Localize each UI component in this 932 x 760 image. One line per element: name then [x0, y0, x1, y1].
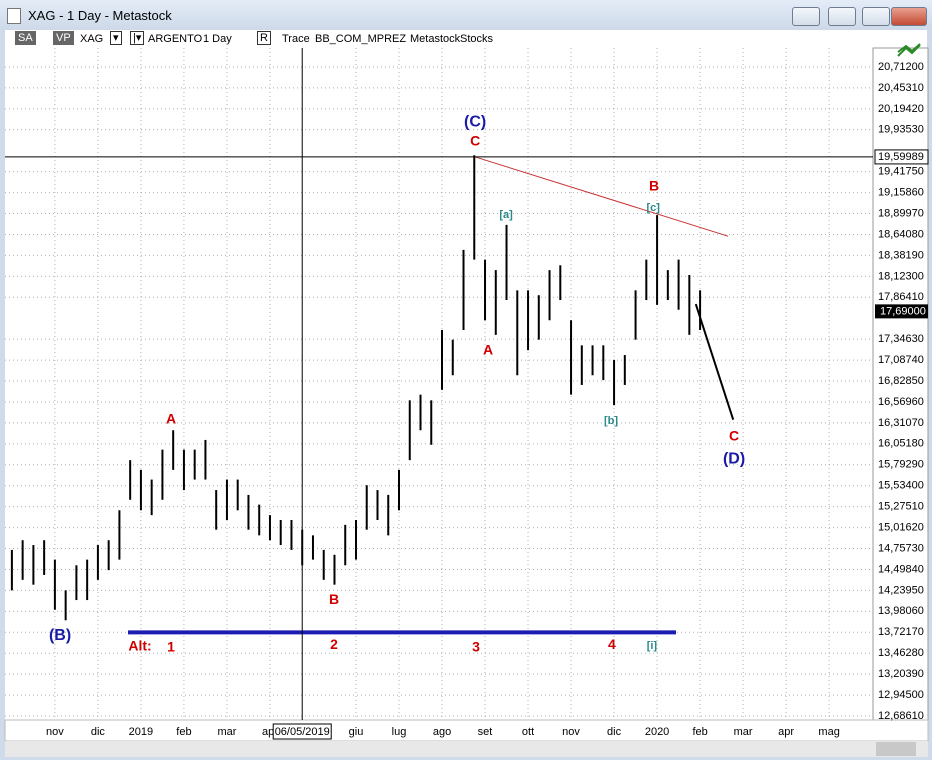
y-tick-label: 16,56960	[878, 396, 924, 408]
plot-layer: (C) C [a] A [b] B [c] C (D) A B (B) Alt: 1 2 3 4 [i]	[5, 48, 873, 720]
y-tick-label: 13,20390	[878, 668, 924, 680]
wave-label: B	[329, 591, 339, 607]
x-tick-label: ago	[433, 726, 451, 738]
x-tick-label: apr	[778, 726, 794, 738]
wave-label: A	[166, 410, 176, 426]
tool-icon[interactable]	[897, 43, 921, 57]
y-tick-label: 17,34630	[878, 333, 924, 345]
x-tick-label: mag	[818, 726, 839, 738]
x-tick-label: dic	[91, 726, 106, 738]
y-tick-label: 13,98060	[878, 605, 924, 617]
x-tick-label: giu	[349, 726, 364, 738]
wave-label: 2	[330, 636, 338, 652]
y-tick-label: 20,45310	[878, 82, 924, 94]
scrollbar[interactable]	[5, 741, 928, 757]
r-button[interactable]: R	[257, 31, 271, 45]
last-price-box	[875, 304, 928, 319]
y-tick-label: 13,72170	[878, 626, 924, 638]
y-tick-label: 14,75730	[878, 542, 924, 554]
wave-label: B	[649, 178, 659, 194]
security-name: ARGENTO	[148, 33, 203, 45]
x-tick-label: feb	[692, 726, 707, 738]
y-tick-label: 14,23950	[878, 584, 924, 596]
y-tick-label: 15,27510	[878, 501, 924, 513]
x-tick-label: dic	[607, 726, 622, 738]
dropdown[interactable]: |▾	[130, 31, 145, 45]
cursor-x-box	[272, 723, 332, 740]
trace: Trace	[282, 33, 310, 45]
x-tick-label: nov	[46, 726, 64, 738]
y-tick-label: 15,01620	[878, 521, 924, 533]
wave-label: (B)	[49, 627, 71, 644]
x-tick-label: ott	[522, 726, 534, 738]
y-tick-label: 15,79290	[878, 459, 924, 471]
y-tick-label: 16,05180	[878, 438, 924, 450]
y-tick-label: 18,38190	[878, 249, 924, 261]
sa-button[interactable]: SA	[15, 31, 36, 45]
y-tick-label: 18,64080	[878, 228, 924, 240]
wave-label: C	[729, 427, 739, 443]
wave-label: A	[483, 342, 493, 358]
dropdown[interactable]: ▾	[110, 31, 122, 45]
scroll-thumb[interactable]	[876, 742, 916, 756]
y-tick-label: 19,15860	[878, 187, 924, 199]
y-tick-label: 18,89970	[878, 207, 924, 219]
wave-label: Alt:	[128, 638, 151, 654]
plot-area	[5, 48, 873, 720]
window-title: XAG - 1 Day - Metastock	[28, 8, 172, 23]
x-tick-label: nov	[562, 726, 580, 738]
title-bar: XAG - 1 Day - Metastock	[0, 0, 932, 30]
symbol: XAG	[80, 33, 104, 45]
x-tick-label: 2019	[129, 726, 153, 738]
wave-label: C	[470, 132, 480, 148]
cursor-y-box	[874, 149, 929, 165]
source: Metastock	[410, 33, 461, 45]
y-tick-label: 19,41750	[878, 166, 924, 178]
cursor-y-label: 19,59989	[878, 151, 924, 163]
x-tick-label: mar	[217, 726, 236, 738]
wave-label: 3	[472, 638, 480, 654]
period: 1 Day	[203, 33, 232, 45]
wave-label: [a]	[499, 209, 513, 221]
wave-label: (C)	[464, 113, 486, 130]
wave-label: [b]	[604, 415, 618, 427]
y-tick-label: 19,93530	[878, 124, 924, 136]
folder: Stocks	[460, 33, 494, 45]
trend-line	[474, 156, 729, 237]
y-tick-label: 12,68610	[878, 710, 924, 722]
y-tick-label: 14,49840	[878, 563, 924, 575]
y-tick-label: 16,31070	[878, 417, 924, 429]
vp-button[interactable]: VP	[53, 31, 74, 45]
close-button[interactable]	[891, 7, 927, 26]
y-tick-label: 18,12300	[878, 270, 924, 282]
last-price-label: 17,69000	[880, 305, 926, 317]
minimize-button[interactable]	[828, 7, 856, 26]
cursor-x-label: 06/05/2019	[275, 726, 330, 738]
wave-label: (D)	[723, 451, 745, 468]
wave-label: [i]	[647, 640, 658, 652]
y-tick-label: 20,71200	[878, 61, 924, 73]
x-tick-label: 2020	[645, 726, 669, 738]
wave-label: 1	[167, 638, 175, 654]
wave-label: [c]	[646, 202, 660, 214]
y-tick-label: 12,94500	[878, 689, 924, 701]
app-icon	[7, 8, 21, 24]
x-tick-label: mar	[734, 726, 753, 738]
y-tick-label: 13,46280	[878, 647, 924, 659]
toolbar: SA VP XAG ▾ |▾ ARGENTO 1 Day R Trace BB_…	[5, 30, 927, 48]
y-tick-label: 15,53400	[878, 480, 924, 492]
y-tick-label: 20,19420	[878, 103, 924, 115]
trend-line	[694, 303, 735, 421]
x-tick-label: feb	[176, 726, 191, 738]
template: BB_COM_MPREZ	[315, 33, 407, 45]
maximize-button[interactable]	[862, 7, 890, 26]
y-tick-label: 17,08740	[878, 354, 924, 366]
y-tick-label: 16,82850	[878, 375, 924, 387]
y-tick-label: 17,86410	[878, 291, 924, 303]
x-tick-label: lug	[392, 726, 407, 738]
restore-button[interactable]	[792, 7, 820, 26]
wave-label: 4	[608, 636, 616, 652]
x-tick-label: set	[478, 726, 493, 738]
